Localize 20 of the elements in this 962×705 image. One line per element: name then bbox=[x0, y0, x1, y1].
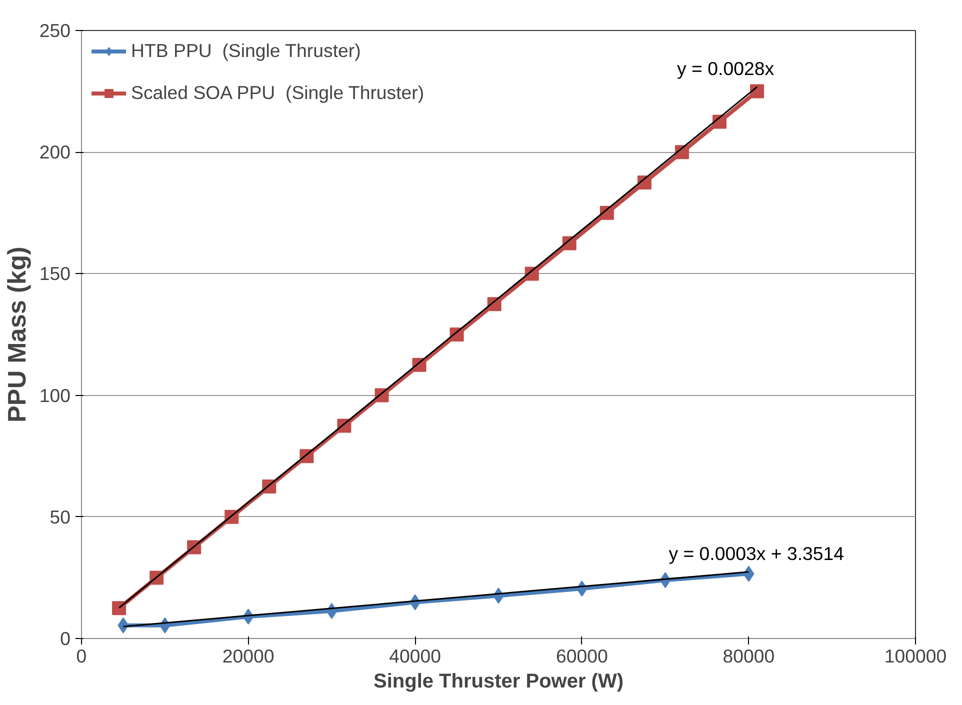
y-axis-title: PPU Mass (kg) bbox=[3, 246, 32, 422]
y-tick-label: 250 bbox=[39, 20, 71, 41]
x-tick-label: 0 bbox=[76, 646, 87, 666]
point bbox=[112, 601, 126, 616]
point bbox=[750, 84, 764, 98]
x-axis-title: Single Thruster Power (W) bbox=[373, 670, 624, 692]
legend-label: HTB PPU (Single Thruster) bbox=[131, 40, 361, 62]
x-tick-label: 40000 bbox=[389, 646, 442, 666]
y-tick-label: 200 bbox=[39, 142, 71, 163]
x-tick-label: 60000 bbox=[556, 646, 608, 666]
annotation: y = 0.0003x + 3.3514 bbox=[668, 542, 844, 564]
annotation: y = 0.0028x bbox=[677, 58, 775, 79]
x-tick-label: 80000 bbox=[722, 646, 775, 666]
y-tick-label: 50 bbox=[50, 506, 71, 528]
x-tick-label: 100000 bbox=[884, 646, 947, 666]
legend-label: Scaled SOA PPU (Single Thruster) bbox=[131, 82, 424, 104]
y-tick-label: 150 bbox=[39, 263, 71, 284]
y-tick-label: 100 bbox=[39, 384, 71, 406]
x-tick-label: 20000 bbox=[222, 646, 274, 666]
y-tick-label: 0 bbox=[60, 628, 71, 649]
